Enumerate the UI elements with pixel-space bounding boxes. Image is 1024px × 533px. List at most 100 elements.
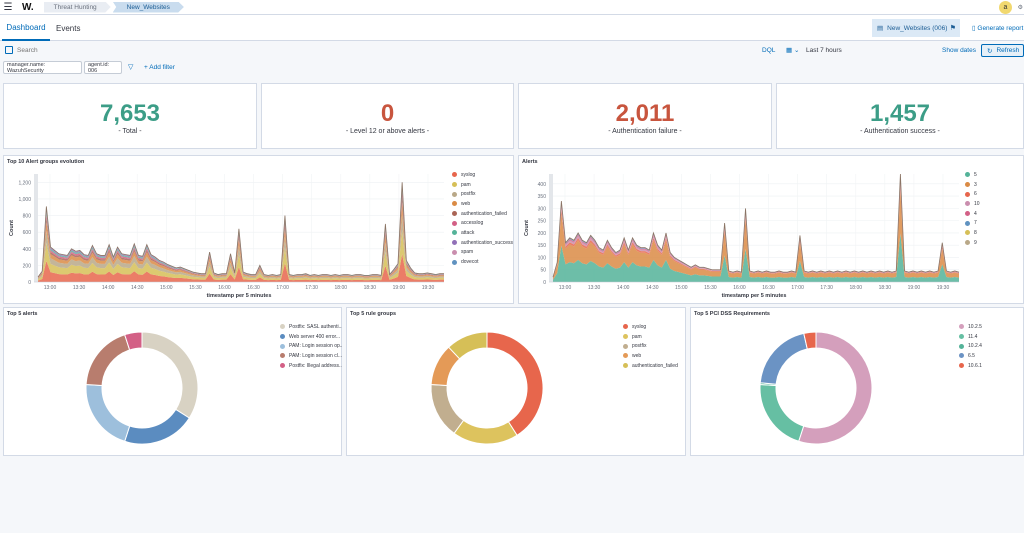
donut-slice-2[interactable] <box>430 383 465 435</box>
donut-slice-3[interactable] <box>759 332 808 385</box>
alert-groups-area-chart[interactable]: 0 200 400 600 800 1,000 1,200 13:00 13:30 14:00 14… <box>4 156 449 302</box>
legend-item[interactable]: attack <box>452 228 514 238</box>
filter-icon[interactable]: ▽ <box>128 64 134 71</box>
donut-slice-4[interactable] <box>447 331 488 360</box>
legend-item[interactable]: dovecot <box>452 257 514 267</box>
legend-item[interactable]: 6.5 <box>959 351 1019 361</box>
top5-rule-groups-donut[interactable] <box>347 308 619 454</box>
legend-item[interactable]: 10.2.5 <box>959 322 1019 332</box>
area-series-syslog[interactable] <box>38 254 444 282</box>
breadcrumb-new-websites[interactable]: New_Websites <box>112 1 184 13</box>
donut-slice-0[interactable] <box>141 331 199 419</box>
alerts-legend: 5 3 6 10 4 7 8 9 <box>965 170 1023 248</box>
legend-item[interactable]: authentication_failed <box>623 361 685 371</box>
legend-item[interactable]: 11.4 <box>959 332 1019 342</box>
legend-label: Postfix: SASL authenti... <box>289 323 342 330</box>
legend-item[interactable]: postfix <box>623 341 685 351</box>
legend-item[interactable]: 6 <box>965 189 1023 199</box>
pci-dss-donut[interactable] <box>691 308 951 454</box>
panel-title: Alerts <box>522 159 538 165</box>
panel-title: Top 10 Alert groups evolution <box>7 159 85 165</box>
add-filter-button[interactable]: + Add filter <box>144 64 175 71</box>
alerts-area-chart[interactable]: 0 50 100 150 200 250 300 350 400 13:00 13:30 14:00 1… <box>519 156 964 302</box>
legend-item[interactable]: accesslog <box>452 218 514 228</box>
legend-item[interactable]: Postfix: SASL authenti... <box>280 322 342 332</box>
time-range[interactable]: Last 7 hours <box>806 47 842 54</box>
agent-label: New_Websites (006) <box>887 24 948 32</box>
legend-swatch <box>452 259 457 265</box>
avatar[interactable]: a <box>999 1 1012 14</box>
tab-dashboard[interactable]: Dashboard <box>2 15 50 41</box>
filter-pill-agent[interactable]: agent.id: 006 <box>84 61 122 74</box>
legend-swatch <box>452 182 457 188</box>
legend-swatch <box>959 324 964 330</box>
saved-query-icon[interactable] <box>5 46 13 54</box>
x-tick-label: 14:00 <box>102 285 115 291</box>
legend-item[interactable]: 10.2.4 <box>959 341 1019 351</box>
y-axis-label: Count <box>9 220 15 236</box>
legend-item[interactable]: web <box>623 351 685 361</box>
legend-item[interactable]: spam <box>452 248 514 258</box>
legend-item[interactable]: 4 <box>965 209 1023 219</box>
filter-pill-manager[interactable]: manager.name: WazuhSecurity <box>3 61 82 74</box>
legend-item[interactable]: 9 <box>965 238 1023 248</box>
x-tick-label: 17:30 <box>305 285 318 291</box>
donut-slice-1[interactable] <box>124 408 190 445</box>
area-series-pam[interactable] <box>38 230 444 281</box>
donut-slice-1[interactable] <box>453 419 518 445</box>
legend-item[interactable]: Postfix: Illegal address... <box>280 361 342 371</box>
app-logo[interactable]: W. <box>22 1 34 13</box>
legend-swatch <box>965 191 970 197</box>
legend-item[interactable]: Web server 400 error... <box>280 332 342 342</box>
agent-icon: ▤ <box>877 25 884 32</box>
donut-slice-1[interactable] <box>759 383 805 442</box>
legend-item[interactable]: 5 <box>965 170 1023 180</box>
legend-item[interactable]: PAM: Login session op... <box>280 341 342 351</box>
legend-label: 7 <box>974 220 977 227</box>
x-tick-label: 14:30 <box>646 285 659 291</box>
legend-item[interactable]: PAM: Login session cl... <box>280 351 342 361</box>
settings-icon[interactable]: ⚙ <box>1017 5 1023 11</box>
legend-item[interactable]: 3 <box>965 180 1023 190</box>
area-series-3[interactable] <box>553 190 959 280</box>
legend-swatch <box>452 230 457 236</box>
legend-item[interactable]: authentication_success <box>452 238 514 248</box>
tab-events[interactable]: Events <box>56 23 81 33</box>
legend-item[interactable]: authentication_failed <box>452 209 514 219</box>
legend-item[interactable]: web <box>452 199 514 209</box>
metric-total: 7,653 - Total - <box>3 83 257 149</box>
legend-item[interactable]: syslog <box>452 170 514 180</box>
legend-item[interactable]: 7 <box>965 218 1023 228</box>
refresh-button[interactable]: ↻ Refresh <box>981 44 1024 57</box>
search-input[interactable] <box>17 44 717 57</box>
donut-slice-2[interactable] <box>85 383 131 442</box>
agent-selector[interactable]: ▤ New_Websites (006) ⚑ <box>872 19 960 37</box>
legend-item[interactable]: 8 <box>965 228 1023 238</box>
legend-item[interactable]: syslog <box>623 322 685 332</box>
calendar-icon[interactable]: ▦ ⌄ <box>786 47 800 54</box>
donut-slice-0[interactable] <box>798 331 873 445</box>
legend-item[interactable]: 10.6.1 <box>959 361 1019 371</box>
menu-icon[interactable]: ☰ <box>3 1 13 13</box>
area-series-5[interactable] <box>553 233 959 282</box>
panel-title: Top 5 alerts <box>7 311 38 317</box>
donut-slice-0[interactable] <box>486 331 544 436</box>
generate-report-button[interactable]: ▯ Generate report <box>972 24 1023 32</box>
top5-alerts-donut[interactable] <box>4 308 274 454</box>
dql-toggle[interactable]: DQL <box>762 47 776 54</box>
show-dates-button[interactable]: Show dates <box>942 47 976 54</box>
legend-item[interactable]: pam <box>623 332 685 342</box>
legend-item[interactable]: pam <box>452 180 514 190</box>
breadcrumb-threat-hunting[interactable]: Threat Hunting <box>43 1 111 13</box>
legend-label: authentication_failed <box>461 210 507 217</box>
donut-slice-4[interactable] <box>803 331 817 350</box>
donut-slice-3[interactable] <box>85 334 131 387</box>
legend-swatch <box>280 324 285 330</box>
legend-item[interactable]: postfix <box>452 189 514 199</box>
legend-label: web <box>461 200 471 207</box>
legend-item[interactable]: 10 <box>965 199 1023 209</box>
legend-swatch <box>959 343 964 349</box>
legend-swatch <box>452 211 457 217</box>
donut-slice-4[interactable] <box>124 331 143 351</box>
pin-icon[interactable]: ⚑ <box>949 25 956 32</box>
